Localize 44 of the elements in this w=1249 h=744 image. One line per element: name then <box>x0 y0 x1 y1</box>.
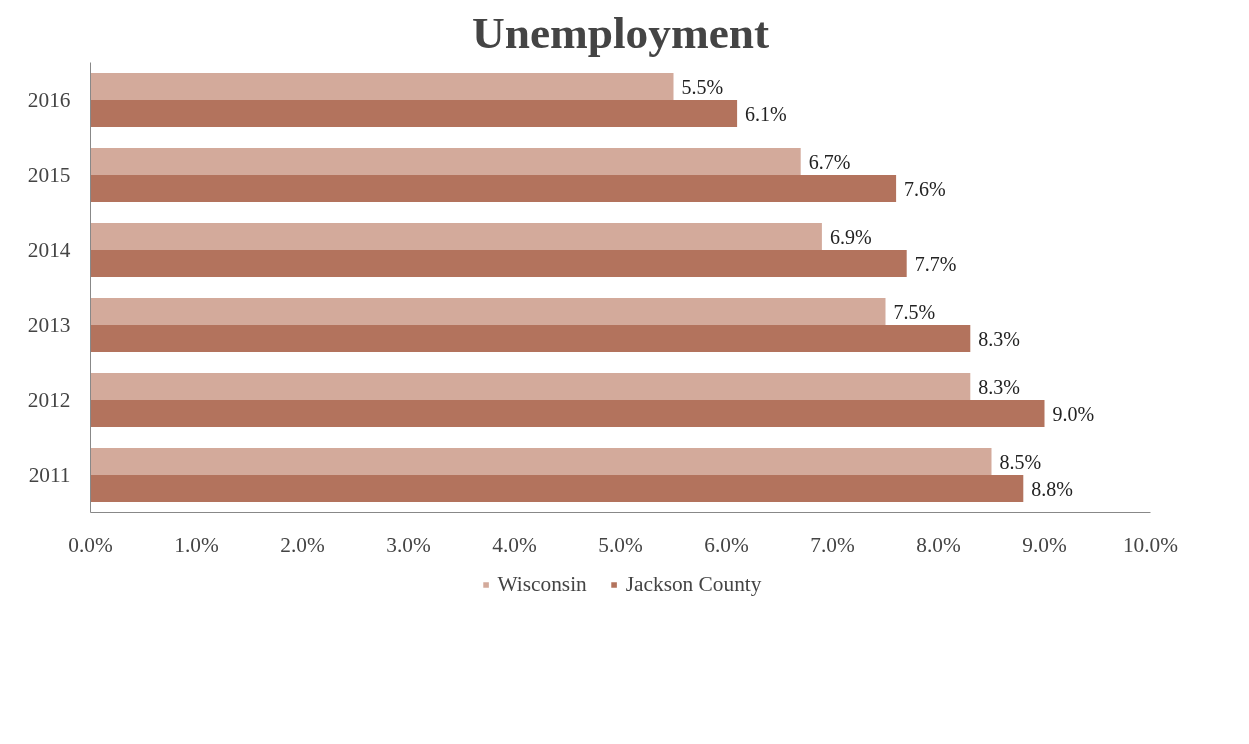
data-label: 8.3% <box>978 327 1020 350</box>
bar <box>90 175 897 202</box>
data-label: 7.7% <box>914 252 957 275</box>
x-tick-label: 7.0% <box>810 532 855 557</box>
bar <box>90 148 801 175</box>
bar <box>90 448 992 475</box>
x-tick-label: 8.0% <box>916 532 961 557</box>
y-tick-label: 2015 <box>27 163 71 187</box>
bar <box>90 100 738 127</box>
chart-title: Unemployment <box>471 7 770 58</box>
bar <box>90 475 1024 502</box>
x-tick-label: 2.0% <box>280 532 325 557</box>
data-label: 8.8% <box>1031 477 1073 500</box>
data-label: 6.7% <box>808 150 851 173</box>
bar <box>90 325 971 352</box>
y-tick-label: 2011 <box>28 463 71 487</box>
bar <box>90 400 1045 427</box>
x-tick-label: 0.0% <box>68 532 113 557</box>
data-label: 7.5% <box>893 300 936 323</box>
data-label: 8.5% <box>999 450 1042 473</box>
x-tick-label: 10.0% <box>1122 532 1179 557</box>
y-tick-label: 2014 <box>27 238 71 262</box>
y-tick-label: 2016 <box>27 88 71 112</box>
data-label: 6.1% <box>745 102 787 125</box>
bar <box>90 250 907 277</box>
data-label: 8.3% <box>978 375 1020 398</box>
y-tick-label: 2012 <box>27 388 71 412</box>
data-label: 9.0% <box>1052 402 1095 425</box>
legend-label: Wisconsin <box>497 571 587 597</box>
bar <box>90 223 822 250</box>
x-tick-label: 3.0% <box>386 532 431 557</box>
x-tick-label: 1.0% <box>174 532 219 557</box>
x-tick-label: 5.0% <box>598 532 643 557</box>
x-tick-label: 9.0% <box>1022 532 1067 557</box>
data-label: 5.5% <box>681 75 724 98</box>
x-tick-label: 4.0% <box>492 532 537 557</box>
bar <box>90 373 971 400</box>
legend-label: Jackson County <box>625 571 762 597</box>
x-tick-label: 6.0% <box>704 532 749 557</box>
bar <box>90 298 886 325</box>
bar <box>90 73 674 100</box>
data-label: 7.6% <box>904 177 946 200</box>
data-label: 6.9% <box>829 225 872 248</box>
y-tick-label: 2013 <box>27 313 71 337</box>
